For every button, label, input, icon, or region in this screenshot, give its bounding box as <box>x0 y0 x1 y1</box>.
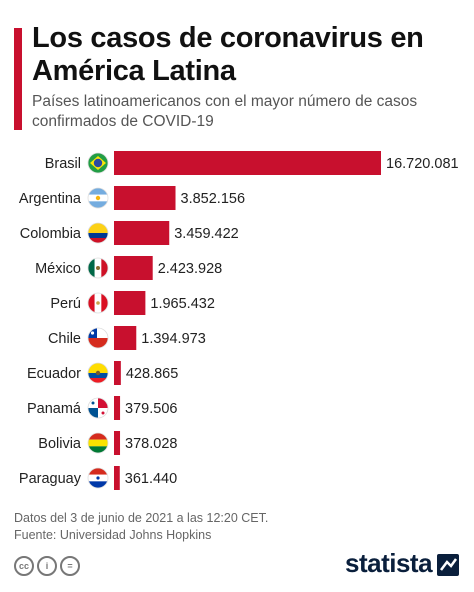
value-label: 1.965.432 <box>150 296 215 312</box>
bar[interactable] <box>114 396 121 420</box>
license-icons: cc i = <box>14 556 80 576</box>
data-source: Fuente: Universidad Johns Hopkins <box>14 528 212 542</box>
category-label: Brasil <box>45 156 81 172</box>
title-accent-bar <box>14 28 22 130</box>
ecuador-flag-icon <box>87 362 109 384</box>
bar[interactable] <box>114 221 170 245</box>
mexico-flag-icon <box>87 257 109 279</box>
bolivia-flag-icon <box>87 432 109 454</box>
value-label: 428.865 <box>126 366 178 382</box>
data-date-note: Datos del 3 de junio de 2021 a las 12:20… <box>14 511 269 525</box>
bar[interactable] <box>114 361 121 385</box>
value-label: 379.506 <box>125 401 177 417</box>
value-label: 361.440 <box>125 471 177 487</box>
creative-commons-icon[interactable]: cc <box>14 556 34 576</box>
value-label: 1.394.973 <box>141 331 206 347</box>
peru-flag-icon <box>87 292 109 314</box>
bar[interactable] <box>114 326 137 350</box>
argentina-flag-icon <box>87 187 109 209</box>
paraguay-flag-icon <box>87 467 109 489</box>
bar[interactable] <box>114 291 146 315</box>
category-label: Argentina <box>19 191 82 207</box>
value-label: 378.028 <box>125 436 177 452</box>
brazil-flag-icon <box>87 152 109 174</box>
category-label: Colombia <box>20 226 82 242</box>
bar[interactable] <box>114 431 121 455</box>
bar[interactable] <box>114 256 153 280</box>
bar[interactable] <box>114 151 381 175</box>
category-label: Panamá <box>27 401 82 417</box>
chart-subtitle: Países latinoamericanos con el mayor núm… <box>32 93 418 130</box>
category-label: Chile <box>48 331 81 347</box>
chart-title: Los casos de coronavirus en América Lati… <box>32 22 424 87</box>
colombia-flag-icon <box>87 222 109 244</box>
value-label: 2.423.928 <box>158 261 223 277</box>
category-label: Paraguay <box>19 471 82 487</box>
category-label: Perú <box>50 296 81 312</box>
statista-logo-icon <box>437 554 459 576</box>
value-label: 3.852.156 <box>181 191 246 207</box>
bar-chart: Brasil 16.720.081 Argentina 3.852.156 Colomb… <box>19 151 459 490</box>
attribution-icon[interactable]: i <box>37 556 57 576</box>
bar[interactable] <box>114 186 176 210</box>
category-label: Bolivia <box>38 436 82 452</box>
statista-logo[interactable]: statista <box>345 548 433 578</box>
category-label: México <box>35 261 81 277</box>
value-label: 16.720.081 <box>386 156 459 172</box>
chile-flag-icon <box>87 327 109 349</box>
no-derivatives-icon[interactable]: = <box>60 556 80 576</box>
value-label: 3.459.422 <box>174 226 239 242</box>
bar[interactable] <box>114 466 120 490</box>
panama-flag-icon <box>87 397 109 419</box>
chart-footer: Datos del 3 de junio de 2021 a las 12:20… <box>14 510 268 544</box>
category-label: Ecuador <box>27 366 81 382</box>
